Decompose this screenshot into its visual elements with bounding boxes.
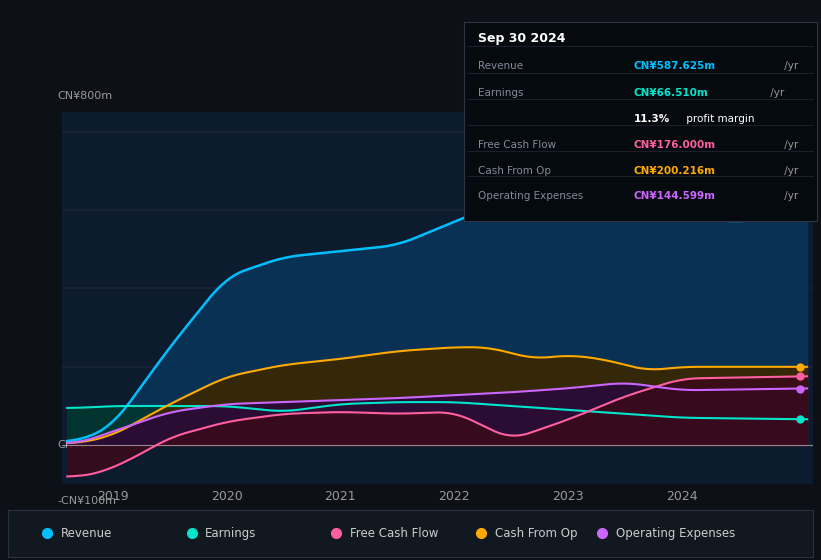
Text: /yr: /yr xyxy=(781,192,798,202)
Text: CN¥200.216m: CN¥200.216m xyxy=(633,166,715,175)
Text: CN¥587.625m: CN¥587.625m xyxy=(633,61,715,71)
Text: 11.3%: 11.3% xyxy=(633,114,670,124)
Text: /yr: /yr xyxy=(781,166,798,175)
Text: CN¥66.510m: CN¥66.510m xyxy=(633,88,708,98)
Text: /yr: /yr xyxy=(781,61,798,71)
Text: CN¥144.599m: CN¥144.599m xyxy=(633,192,715,202)
Text: CN¥0: CN¥0 xyxy=(57,440,88,450)
Text: -CN¥100m: -CN¥100m xyxy=(57,496,117,506)
Text: Cash From Op: Cash From Op xyxy=(495,527,577,540)
Text: Operating Expenses: Operating Expenses xyxy=(616,527,735,540)
Text: Earnings: Earnings xyxy=(205,527,257,540)
Text: Operating Expenses: Operating Expenses xyxy=(478,192,583,202)
Text: Earnings: Earnings xyxy=(478,88,524,98)
Text: Revenue: Revenue xyxy=(61,527,112,540)
Text: Free Cash Flow: Free Cash Flow xyxy=(351,527,438,540)
Text: Sep 30 2024: Sep 30 2024 xyxy=(478,32,566,45)
Text: /yr: /yr xyxy=(781,139,798,150)
Text: Cash From Op: Cash From Op xyxy=(478,166,551,175)
Text: profit margin: profit margin xyxy=(683,114,754,124)
Text: CN¥176.000m: CN¥176.000m xyxy=(633,139,715,150)
Text: /yr: /yr xyxy=(768,88,785,98)
Text: CN¥800m: CN¥800m xyxy=(57,91,113,101)
Text: Free Cash Flow: Free Cash Flow xyxy=(478,139,556,150)
Text: Revenue: Revenue xyxy=(478,61,523,71)
